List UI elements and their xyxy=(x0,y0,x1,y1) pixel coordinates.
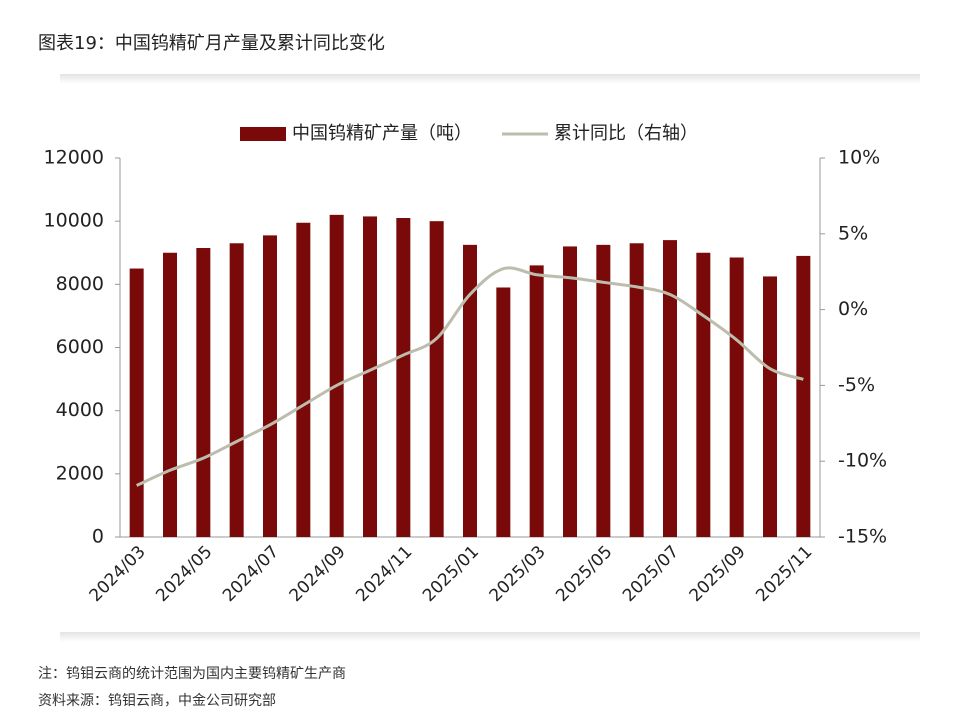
line xyxy=(136,266,804,487)
x-tick-label: 2025/11 xyxy=(752,542,816,606)
y-tick-label: 10000 xyxy=(44,210,104,232)
bar xyxy=(296,222,311,537)
x-tick-label: 2024/03 xyxy=(86,542,150,606)
legend-label: 中国钨精矿产量（吨） xyxy=(292,123,472,144)
x-tick-label: 2024/05 xyxy=(152,542,216,606)
bar xyxy=(396,218,411,537)
bar xyxy=(196,248,211,537)
bar xyxy=(663,240,677,537)
separator xyxy=(60,74,920,84)
bar xyxy=(596,244,611,537)
bar xyxy=(796,255,811,538)
bar xyxy=(363,216,377,537)
x-tick-label: 2025/09 xyxy=(686,542,750,606)
x-tick-label: 2025/01 xyxy=(419,542,483,606)
chart-title: 图表19：中国钨精矿月产量及累计同比变化 xyxy=(38,33,385,54)
separator xyxy=(60,632,920,642)
y-tick-label: 0 xyxy=(92,526,104,548)
bar xyxy=(163,252,177,537)
bar xyxy=(429,221,444,537)
bar xyxy=(763,276,777,537)
x-tick-label: 2025/07 xyxy=(619,542,683,606)
x-tick-label: 2024/09 xyxy=(286,542,350,606)
bar xyxy=(229,243,244,537)
bar xyxy=(529,265,544,537)
y-tick-label: 4000 xyxy=(56,399,104,421)
y2-tick-label: -10% xyxy=(838,450,887,472)
bar xyxy=(463,244,477,537)
legend-swatch xyxy=(240,127,286,141)
bar xyxy=(729,257,744,537)
y2-tick-label: -5% xyxy=(838,374,875,396)
y2-tick-label: 10% xyxy=(838,147,880,169)
bar xyxy=(629,243,644,537)
bar xyxy=(263,235,277,538)
bar xyxy=(496,287,511,537)
bar xyxy=(563,246,577,537)
bar xyxy=(696,252,711,537)
legend-label: 累计同比（右轴） xyxy=(554,123,698,144)
x-tick-label: 2025/05 xyxy=(552,542,616,606)
x-tick-label: 2024/07 xyxy=(219,542,283,606)
source: 资料来源：钨钼云商，中金公司研究部 xyxy=(38,693,276,709)
bar xyxy=(329,214,344,537)
y2-tick-label: 0% xyxy=(838,298,868,320)
y-tick-label: 8000 xyxy=(56,273,104,295)
y-tick-label: 2000 xyxy=(56,462,104,484)
x-tick-label: 2024/11 xyxy=(352,542,416,606)
y-tick-label: 6000 xyxy=(56,336,104,358)
x-tick-label: 2025/03 xyxy=(486,542,550,606)
y2-tick-label: 5% xyxy=(838,222,868,244)
y-tick-label: 12000 xyxy=(44,147,104,169)
y2-tick-label: -15% xyxy=(838,526,887,548)
note: 注：钨钼云商的统计范围为国内主要钨精矿生产商 xyxy=(38,665,346,682)
bar xyxy=(129,268,144,537)
